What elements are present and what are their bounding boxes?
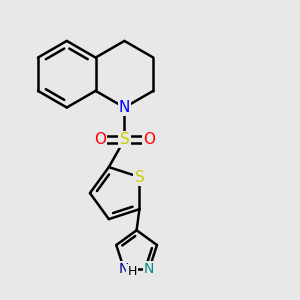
Text: O: O: [143, 132, 155, 147]
Text: S: S: [120, 132, 129, 147]
Text: N: N: [144, 262, 154, 276]
Text: O: O: [94, 132, 106, 147]
Text: N: N: [119, 262, 129, 276]
Text: H: H: [127, 266, 137, 278]
Text: S: S: [135, 169, 144, 184]
Text: N: N: [119, 100, 130, 115]
